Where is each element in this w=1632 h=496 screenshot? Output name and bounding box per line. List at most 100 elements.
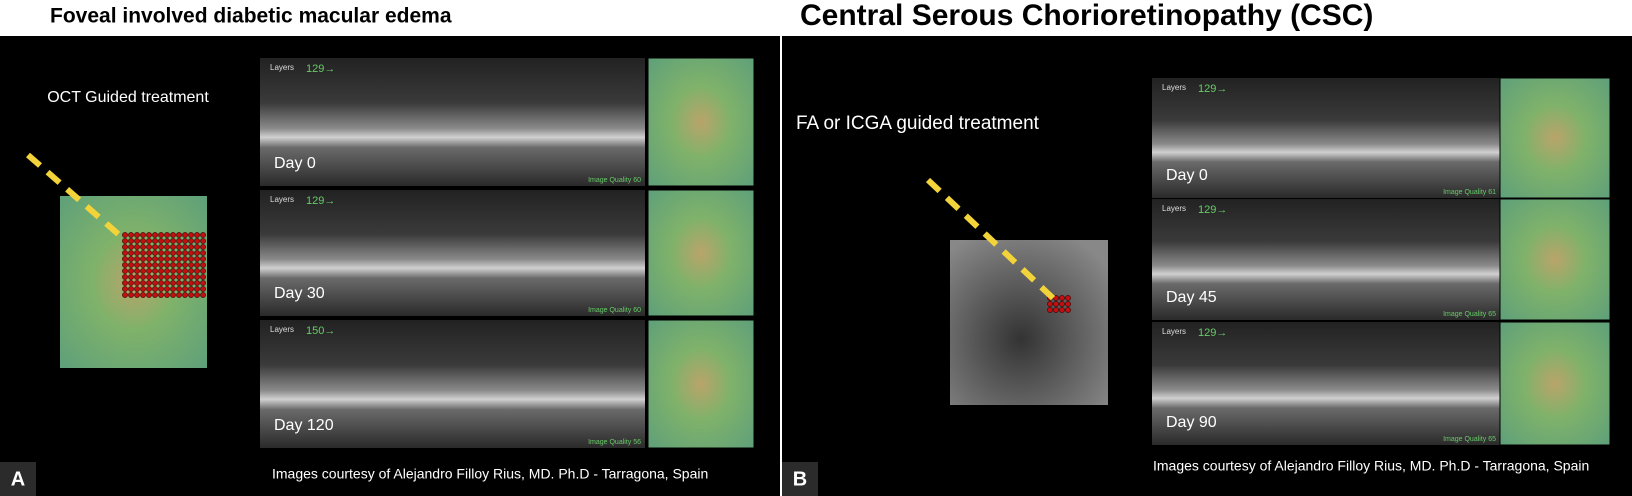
laser-spot bbox=[140, 280, 146, 286]
guide-line bbox=[26, 152, 127, 243]
laser-spot bbox=[152, 268, 158, 274]
day-label: Day 30 bbox=[274, 285, 325, 302]
thickness-map bbox=[1499, 77, 1611, 199]
laser-spot bbox=[164, 292, 170, 298]
laser-spot bbox=[182, 292, 188, 298]
oct-scan bbox=[260, 58, 645, 186]
laser-spot bbox=[194, 250, 200, 256]
scale-label: 150→ bbox=[306, 325, 335, 337]
laser-spot bbox=[200, 286, 206, 292]
image-credit: Images courtesy of Alejandro Filloy Rius… bbox=[1153, 458, 1589, 474]
laser-spot bbox=[146, 238, 152, 244]
laser-spot bbox=[158, 250, 164, 256]
laser-spot bbox=[128, 232, 134, 238]
laser-spot bbox=[164, 238, 170, 244]
laser-spot bbox=[170, 268, 176, 274]
thickness-map bbox=[647, 319, 755, 449]
laser-spot bbox=[128, 286, 134, 292]
layers-label: Layers bbox=[1162, 204, 1186, 213]
laser-spot bbox=[170, 286, 176, 292]
laser-spot bbox=[152, 280, 158, 286]
laser-spot bbox=[146, 250, 152, 256]
laser-spot bbox=[122, 256, 128, 262]
day-label: Day 90 bbox=[1166, 414, 1217, 431]
laser-spot bbox=[176, 292, 182, 298]
laser-spot bbox=[1059, 301, 1065, 307]
laser-spot bbox=[158, 274, 164, 280]
layers-label: Layers bbox=[1162, 83, 1186, 92]
laser-spot bbox=[146, 244, 152, 250]
laser-spot bbox=[188, 232, 194, 238]
laser-spot bbox=[194, 262, 200, 268]
laser-spot bbox=[164, 250, 170, 256]
laser-spot bbox=[128, 268, 134, 274]
quality-label: Image Quality 60 bbox=[588, 177, 641, 184]
day-label: Day 120 bbox=[274, 417, 334, 434]
laser-spot bbox=[146, 280, 152, 286]
scale-label: 129→ bbox=[306, 63, 335, 75]
laser-spot bbox=[122, 268, 128, 274]
thickness-map bbox=[1499, 198, 1611, 321]
laser-spot bbox=[1059, 295, 1065, 301]
laser-spot bbox=[164, 262, 170, 268]
laser-spot bbox=[1065, 301, 1071, 307]
laser-spot bbox=[152, 274, 158, 280]
laser-spot bbox=[128, 244, 134, 250]
day-label: Day 0 bbox=[1166, 167, 1208, 184]
laser-spot bbox=[176, 280, 182, 286]
laser-spot bbox=[194, 274, 200, 280]
laser-spot bbox=[188, 274, 194, 280]
laser-spot bbox=[164, 244, 170, 250]
panel-title: Foveal involved diabetic macular edema bbox=[50, 5, 452, 28]
laser-spot bbox=[146, 286, 152, 292]
laser-spot bbox=[158, 238, 164, 244]
laser-spot bbox=[176, 250, 182, 256]
laser-spot bbox=[140, 274, 146, 280]
laser-spot bbox=[194, 292, 200, 298]
laser-spot bbox=[176, 232, 182, 238]
laser-spot bbox=[176, 244, 182, 250]
laser-spot bbox=[140, 238, 146, 244]
laser-spot bbox=[188, 244, 194, 250]
laser-spot bbox=[194, 280, 200, 286]
laser-spot bbox=[122, 238, 128, 244]
laser-spot bbox=[152, 244, 158, 250]
laser-spot bbox=[146, 256, 152, 262]
laser-spot bbox=[182, 268, 188, 274]
laser-spot bbox=[152, 232, 158, 238]
laser-spot bbox=[182, 256, 188, 262]
laser-spot bbox=[188, 286, 194, 292]
laser-spot bbox=[134, 286, 140, 292]
layers-label: Layers bbox=[1162, 327, 1186, 336]
laser-spot bbox=[176, 286, 182, 292]
laser-spot bbox=[1047, 301, 1053, 307]
laser-spot bbox=[134, 274, 140, 280]
scale-label: 129→ bbox=[1198, 204, 1227, 216]
laser-spot bbox=[140, 268, 146, 274]
laser-spot bbox=[1059, 307, 1065, 313]
laser-spot bbox=[128, 238, 134, 244]
day-label: Day 45 bbox=[1166, 289, 1217, 306]
laser-spot bbox=[170, 256, 176, 262]
laser-spot bbox=[200, 280, 206, 286]
laser-spot bbox=[158, 244, 164, 250]
laser-spot bbox=[200, 262, 206, 268]
laser-spot bbox=[152, 238, 158, 244]
laser-spot bbox=[128, 256, 134, 262]
laser-spot bbox=[164, 232, 170, 238]
laser-spot bbox=[152, 250, 158, 256]
laser-spot bbox=[158, 286, 164, 292]
laser-spot bbox=[170, 262, 176, 268]
image-credit: Images courtesy of Alejandro Filloy Rius… bbox=[272, 466, 708, 482]
laser-spot bbox=[182, 274, 188, 280]
oct-scan bbox=[1152, 199, 1500, 320]
laser-spot bbox=[200, 238, 206, 244]
laser-spot bbox=[122, 250, 128, 256]
laser-spot bbox=[194, 238, 200, 244]
quality-label: Image Quality 56 bbox=[588, 439, 641, 446]
laser-spot bbox=[158, 262, 164, 268]
laser-spot bbox=[164, 286, 170, 292]
panel-label-box bbox=[0, 462, 36, 496]
laser-spot bbox=[1053, 301, 1059, 307]
laser-spot bbox=[140, 292, 146, 298]
